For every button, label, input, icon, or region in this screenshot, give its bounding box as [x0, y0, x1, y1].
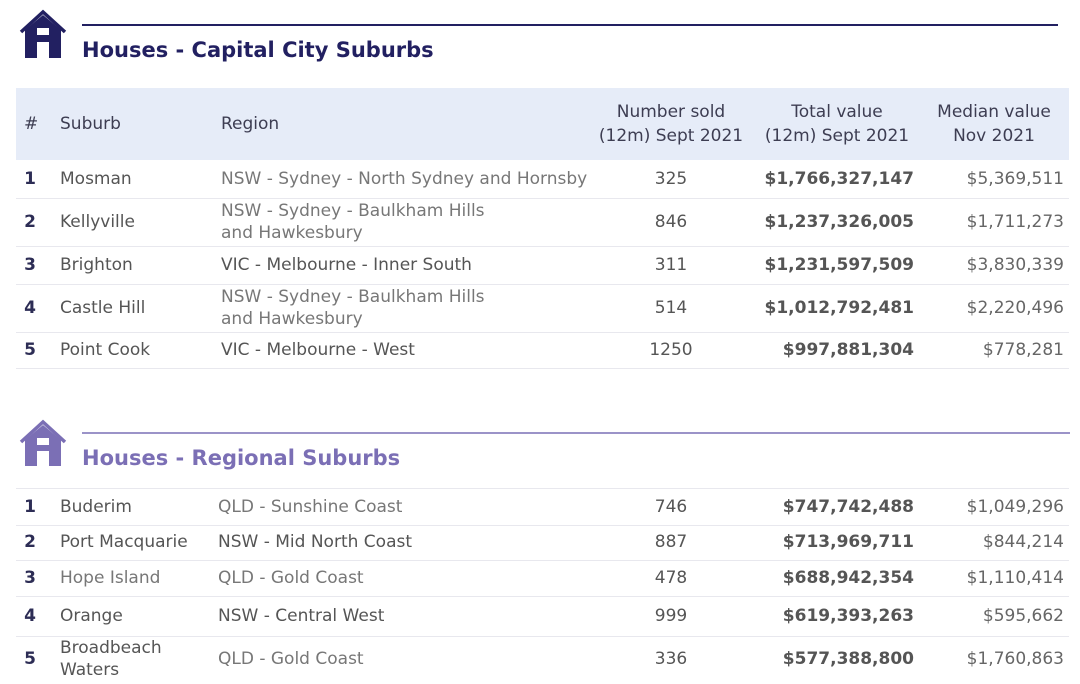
row-median: $595,662	[982, 606, 1064, 626]
row-total: $747,742,488	[782, 497, 914, 517]
section-header: Houses - Capital City Suburbs	[0, 8, 1080, 88]
row-total: $1,237,326,005	[764, 212, 915, 232]
row-total: $577,388,800	[782, 649, 914, 669]
row-sold: 478	[654, 568, 688, 588]
row-median: $1,049,296	[966, 497, 1064, 517]
header-rule	[82, 432, 1070, 434]
row-sold: 325	[654, 169, 688, 189]
row-median: $5,369,511	[966, 169, 1064, 189]
row-rank: 1	[24, 169, 36, 189]
row-sold: 311	[654, 255, 688, 275]
row-rank: 2	[24, 532, 36, 552]
col-header-total: Total value (12m) Sept 2021	[764, 102, 910, 146]
col-header-median: Median value Nov 2021	[937, 102, 1051, 146]
table-row: 1 Buderim QLD - Sunshine Coast 746 $747,…	[16, 488, 1069, 526]
header-rule	[82, 24, 1058, 26]
row-suburb: Point Cook	[60, 340, 151, 360]
table-row: 3 Brighton VIC - Melbourne - Inner South…	[16, 246, 1069, 285]
row-suburb: Buderim	[60, 497, 132, 517]
table-row: 5 Broadbeach Waters QLD - Gold Coast 336…	[16, 636, 1069, 682]
row-sold: 846	[654, 212, 688, 232]
row-total: $1,012,792,481	[764, 298, 915, 318]
row-rank: 4	[24, 298, 36, 318]
row-rank: 2	[24, 212, 36, 232]
row-region: NSW - Sydney - North Sydney and Hornsby	[221, 169, 588, 189]
table-header-row: # Suburb Region Number sold (12m) Sept 20…	[16, 88, 1069, 160]
row-sold: 887	[654, 532, 688, 552]
row-sold: 514	[654, 298, 688, 318]
row-total: $619,393,263	[782, 606, 914, 626]
row-total: $1,766,327,147	[764, 169, 915, 189]
row-total: $713,969,711	[782, 532, 914, 552]
row-total: $688,942,354	[782, 568, 914, 588]
row-suburb: Broadbeach Waters	[60, 638, 162, 680]
row-region: NSW - Sydney - Baulkham Hills and Hawkes…	[221, 201, 485, 243]
row-median: $1,760,863	[966, 649, 1064, 669]
row-rank: 3	[24, 568, 36, 588]
row-sold: 1250	[649, 340, 693, 360]
col-header-region: Region	[221, 114, 280, 134]
row-rank: 3	[24, 255, 36, 275]
regional-section: Houses - Regional Suburbs 1 Buderim QLD …	[0, 418, 1080, 684]
row-region: VIC - Melbourne - West	[221, 340, 415, 360]
col-header-num: #	[24, 114, 39, 134]
table-row: 1 Mosman NSW - Sydney - North Sydney and…	[16, 160, 1069, 199]
row-suburb: Hope Island	[60, 568, 161, 588]
house-icon	[19, 419, 67, 466]
row-median: $844,214	[982, 532, 1064, 552]
house-icon	[19, 9, 67, 58]
section-title: Houses - Capital City Suburbs	[82, 38, 434, 62]
table-row: 3 Hope Island QLD - Gold Coast 478 $688,…	[16, 560, 1069, 597]
table-row: 2 Port Macquarie NSW - Mid North Coast 8…	[16, 524, 1069, 561]
table-row: 4 Orange NSW - Central West 999 $619,393…	[16, 596, 1069, 637]
row-region: QLD - Gold Coast	[218, 568, 364, 588]
row-suburb: Orange	[60, 606, 123, 626]
row-median: $2,220,496	[966, 298, 1064, 318]
row-region: NSW - Sydney - Baulkham Hills and Hawkes…	[221, 287, 485, 329]
row-region: NSW - Central West	[218, 606, 385, 626]
table-row: 5 Point Cook VIC - Melbourne - West 1250…	[16, 332, 1069, 369]
row-region: QLD - Sunshine Coast	[218, 497, 403, 517]
row-sold: 746	[654, 497, 688, 517]
col-header-suburb: Suburb	[60, 114, 121, 134]
row-suburb: Castle Hill	[60, 298, 146, 318]
col-header-sold: Number sold (12m) Sept 2021	[598, 102, 744, 146]
row-sold: 336	[654, 649, 688, 669]
section-title: Houses - Regional Suburbs	[82, 446, 401, 470]
row-total: $1,231,597,509	[764, 255, 915, 275]
table-row: 2 Kellyville NSW - Sydney - Baulkham Hil…	[16, 198, 1069, 247]
row-median: $3,830,339	[966, 255, 1064, 275]
row-rank: 5	[24, 340, 36, 360]
row-suburb: Mosman	[60, 169, 132, 189]
row-region: VIC - Melbourne - Inner South	[221, 255, 472, 275]
row-region: NSW - Mid North Coast	[218, 532, 413, 552]
row-suburb: Port Macquarie	[60, 532, 188, 552]
row-rank: 5	[24, 649, 36, 669]
row-rank: 4	[24, 606, 36, 626]
capital-city-section: Houses - Capital City Suburbs # Suburb R…	[0, 8, 1080, 369]
row-suburb: Brighton	[60, 255, 133, 275]
row-median: $1,110,414	[966, 568, 1064, 588]
row-sold: 999	[654, 606, 688, 626]
section-header: Houses - Regional Suburbs	[0, 418, 1080, 498]
row-region: QLD - Gold Coast	[218, 649, 364, 669]
row-median: $1,711,273	[966, 212, 1064, 232]
row-rank: 1	[24, 497, 36, 517]
row-total: $997,881,304	[782, 340, 914, 360]
row-suburb: Kellyville	[60, 212, 135, 232]
row-median: $778,281	[982, 340, 1064, 360]
table-row: 4 Castle Hill NSW - Sydney - Baulkham Hi…	[16, 284, 1069, 333]
